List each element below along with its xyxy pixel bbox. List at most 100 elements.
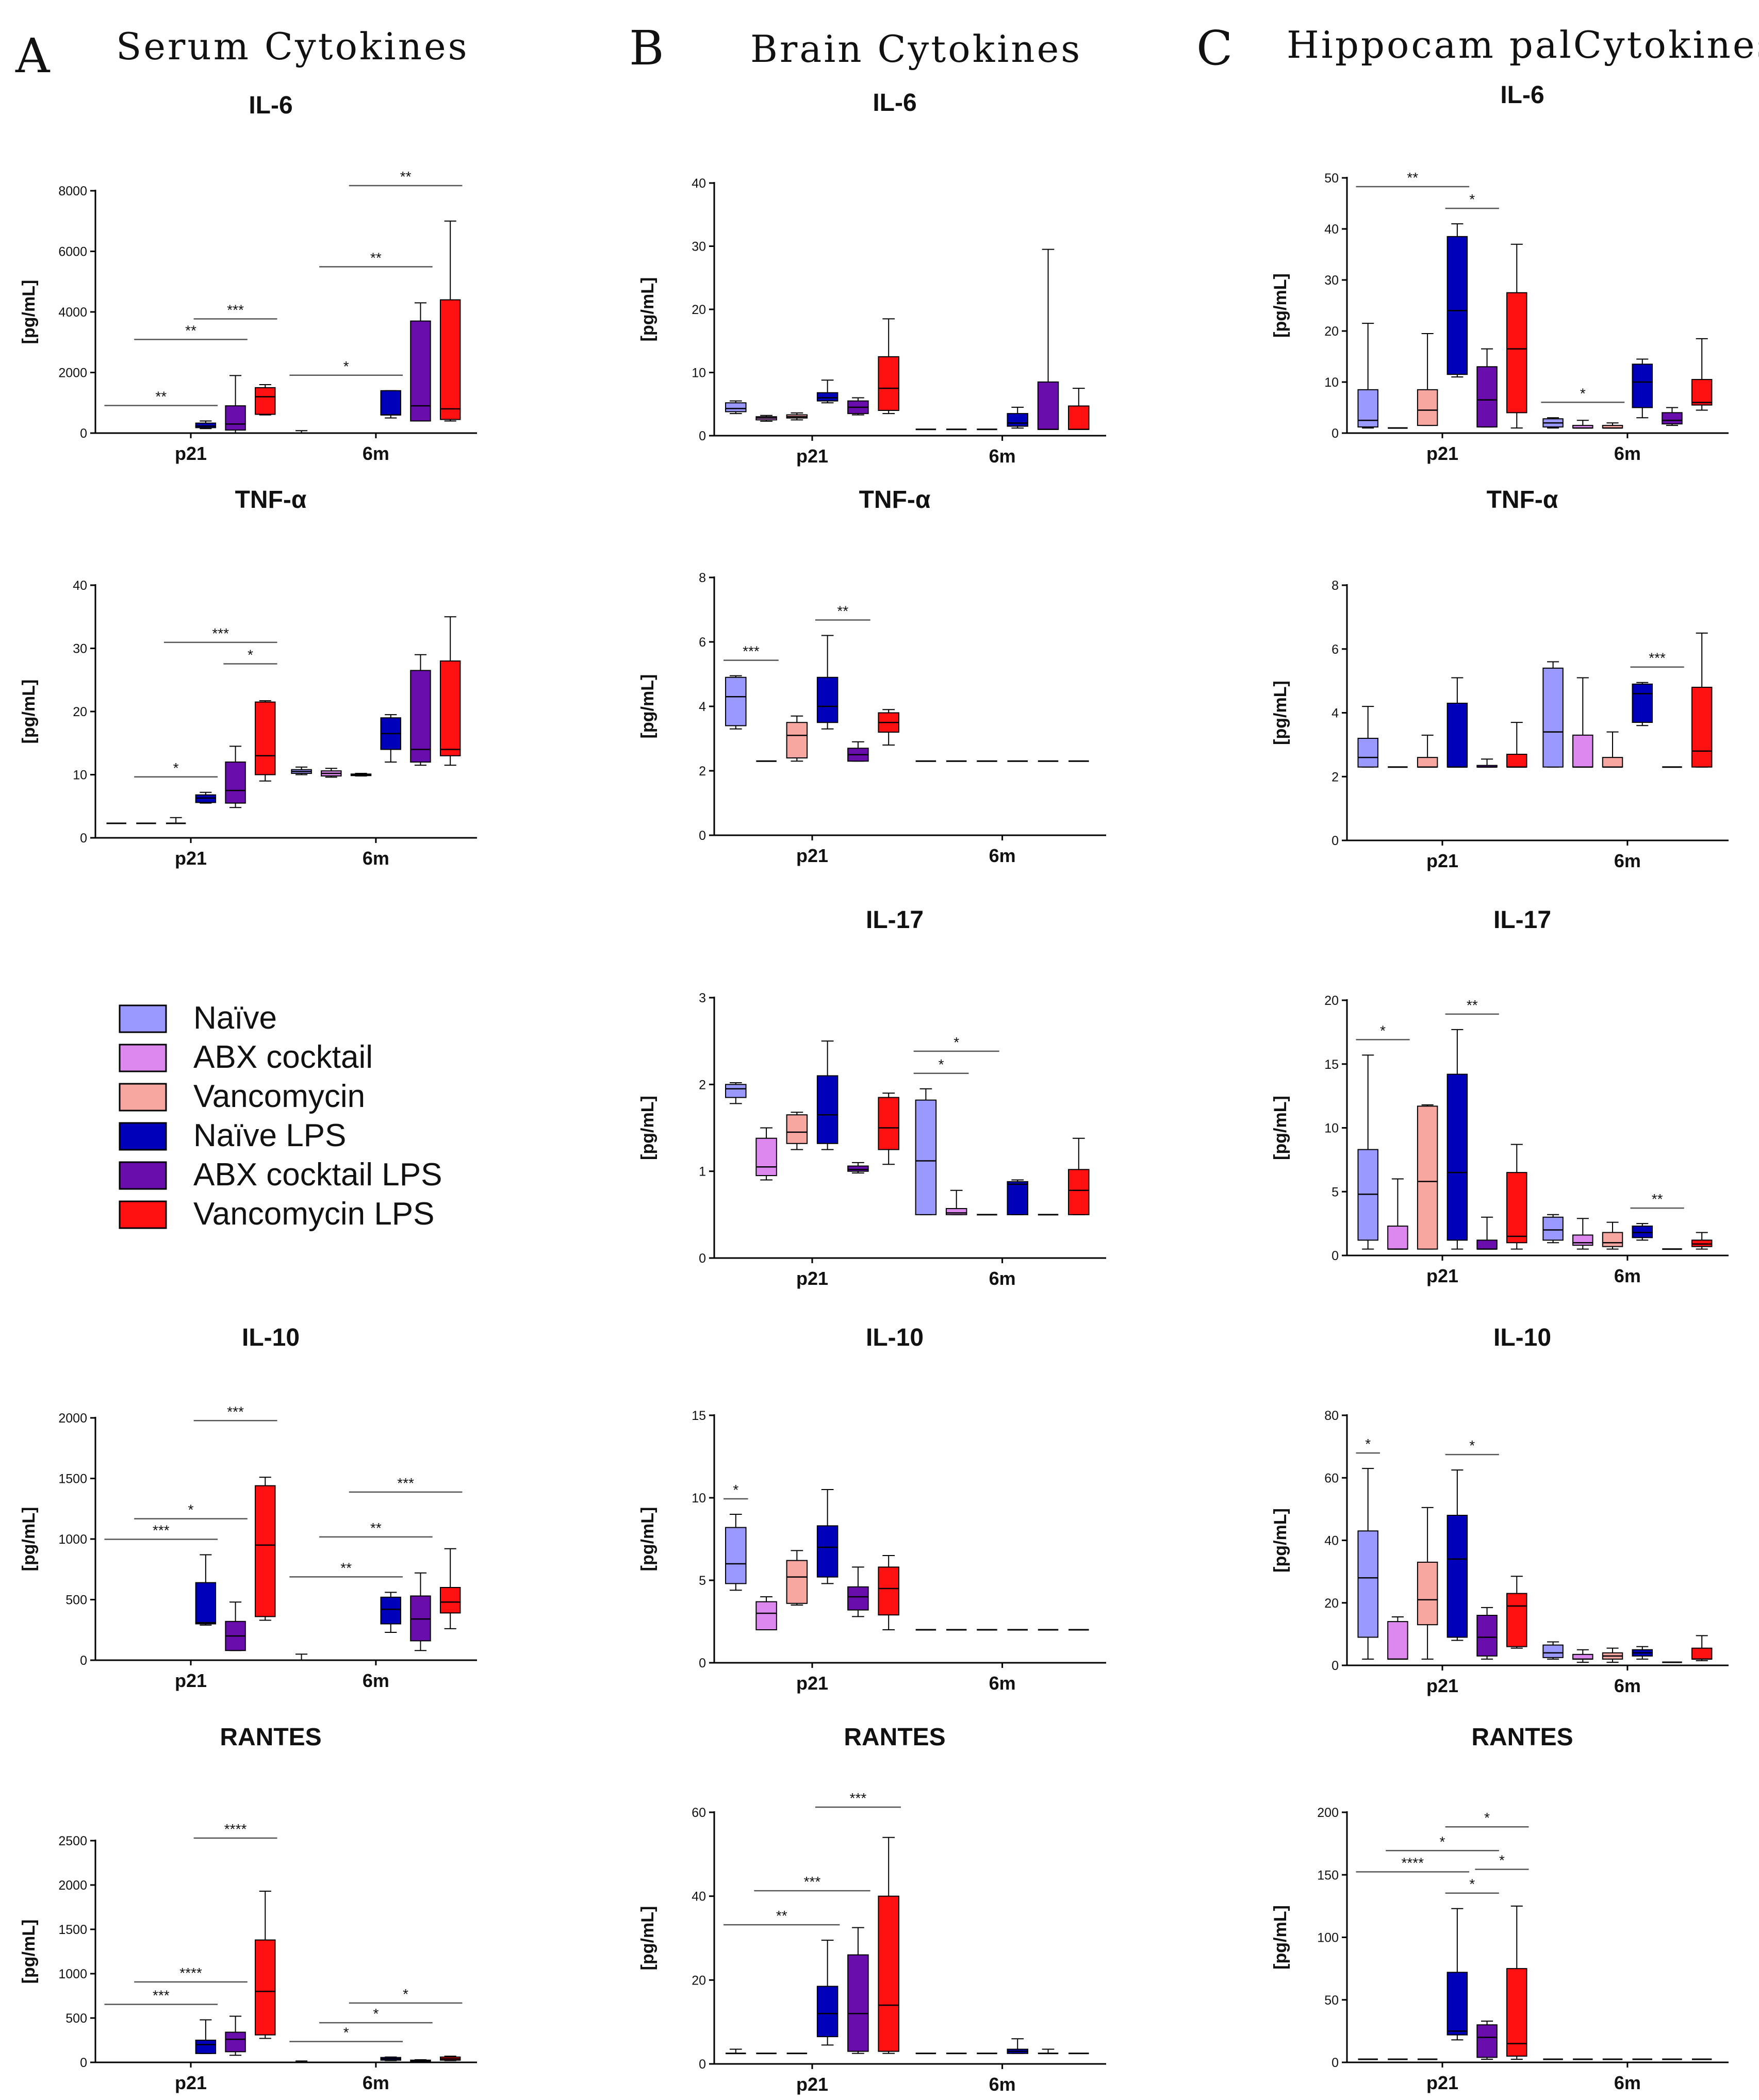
significance-label: ** xyxy=(1407,170,1418,186)
significance-label: *** xyxy=(397,1475,414,1491)
box xyxy=(1417,1105,1438,1250)
box xyxy=(1007,1181,1028,1215)
significance-label: *** xyxy=(227,1403,244,1419)
box xyxy=(1506,1593,1527,1647)
chart-title: IL-6 xyxy=(1500,81,1544,109)
y-axis-label: [pg/mL] xyxy=(1271,1508,1290,1573)
x-tick-label: p21 xyxy=(1426,1265,1458,1286)
significance-label: ** xyxy=(155,389,167,405)
y-tick-label: 50 xyxy=(1324,1993,1339,2008)
box xyxy=(1068,405,1090,430)
y-tick-label: 4000 xyxy=(58,305,87,320)
box xyxy=(1446,1972,1468,2036)
box xyxy=(1446,1515,1468,1638)
x-tick-label: 6m xyxy=(363,2072,389,2093)
legend-label-naive: Naïve xyxy=(193,1000,277,1036)
y-tick-label: 0 xyxy=(1331,1249,1339,1263)
box xyxy=(1542,667,1564,768)
box xyxy=(915,1099,937,1215)
x-tick-label: 6m xyxy=(363,1670,389,1691)
y-tick-label: 20 xyxy=(692,303,706,317)
significance-label: * xyxy=(248,647,253,663)
y-tick-label: 200 xyxy=(1317,1806,1339,1820)
significance-label: ** xyxy=(400,169,412,185)
chart-title: IL-10 xyxy=(1493,1324,1551,1351)
y-tick-label: 5 xyxy=(699,1574,706,1588)
chart-title: RANTES xyxy=(220,1724,321,1751)
box xyxy=(1417,389,1438,426)
x-tick-label: 6m xyxy=(989,445,1016,467)
y-tick-label: 5 xyxy=(1331,1185,1339,1199)
y-axis-label: [pg/mL] xyxy=(638,674,657,739)
x-tick-label: p21 xyxy=(175,848,207,869)
y-tick-label: 0 xyxy=(1331,834,1339,848)
y-axis-label: [pg/mL] xyxy=(638,277,657,342)
chart-title: IL-17 xyxy=(866,906,924,934)
y-tick-label: 8 xyxy=(1331,578,1339,593)
box xyxy=(225,2031,246,2053)
box xyxy=(816,1075,839,1144)
box xyxy=(1572,1653,1593,1660)
y-tick-label: 60 xyxy=(692,1806,706,1820)
box xyxy=(410,670,431,763)
y-tick-label: 0 xyxy=(80,426,87,441)
x-tick-label: p21 xyxy=(175,443,207,464)
y-tick-label: 40 xyxy=(1324,222,1339,237)
x-tick-label: p21 xyxy=(175,2072,207,2093)
x-tick-label: p21 xyxy=(175,1670,207,1691)
significance-label: * xyxy=(733,1482,738,1498)
box xyxy=(1572,734,1593,768)
chart-title: IL-6 xyxy=(249,92,292,119)
y-tick-label: 2500 xyxy=(58,1834,87,1848)
significance-label: * xyxy=(1469,1876,1475,1892)
legend-label-naive-lps: Naïve LPS xyxy=(193,1118,346,1153)
y-tick-label: 0 xyxy=(699,829,706,843)
x-tick-label: p21 xyxy=(1426,850,1458,871)
y-tick-label: 40 xyxy=(692,176,706,191)
box xyxy=(725,676,747,726)
y-tick-label: 80 xyxy=(1324,1409,1339,1423)
box xyxy=(1602,757,1623,768)
significance-label: * xyxy=(343,2025,349,2041)
y-tick-label: 2 xyxy=(699,1078,706,1092)
y-tick-label: 20 xyxy=(1324,1596,1339,1611)
x-tick-label: 6m xyxy=(1614,1265,1641,1286)
y-tick-label: 15 xyxy=(1324,1057,1339,1072)
x-tick-label: 6m xyxy=(363,848,389,869)
column-title-hippocampal: Hippocam palCytokines xyxy=(1287,23,1759,67)
box xyxy=(1476,1615,1498,1657)
box xyxy=(1417,1561,1438,1626)
x-tick-label: 6m xyxy=(989,845,1016,866)
significance-label: ** xyxy=(837,603,848,619)
significance-label: *** xyxy=(804,1874,821,1890)
y-tick-label: 2000 xyxy=(58,1411,87,1426)
x-tick-label: p21 xyxy=(796,1268,828,1289)
significance-label: *** xyxy=(227,302,244,318)
x-tick-label: p21 xyxy=(796,845,828,866)
box xyxy=(1357,389,1378,428)
significance-label: **** xyxy=(224,1821,247,1837)
box xyxy=(1662,412,1683,425)
y-tick-label: 100 xyxy=(1317,1931,1339,1945)
y-axis-label: [pg/mL] xyxy=(1271,1905,1290,1970)
chart-b-il-10: IL-10 [pg/mL] 0 5 10 15 p21 6m * xyxy=(638,1324,1106,1694)
significance-label: * xyxy=(1469,1437,1475,1453)
y-tick-label: 8 xyxy=(699,571,706,585)
panel-letter-a: A xyxy=(15,28,51,84)
box xyxy=(1037,381,1059,430)
y-tick-label: 2000 xyxy=(58,366,87,381)
x-tick-label: p21 xyxy=(796,1673,828,1694)
significance-label: ** xyxy=(185,322,196,338)
column-title-brain: Brain Cytokines xyxy=(750,27,1082,71)
box xyxy=(225,762,246,804)
y-axis-label: [pg/mL] xyxy=(19,280,39,344)
box xyxy=(195,1582,217,1625)
y-tick-label: 20 xyxy=(73,705,87,719)
significance-label: * xyxy=(188,1502,194,1518)
significance-label: ** xyxy=(776,1908,787,1924)
box xyxy=(1691,1647,1713,1660)
significance-label: *** xyxy=(212,625,229,641)
